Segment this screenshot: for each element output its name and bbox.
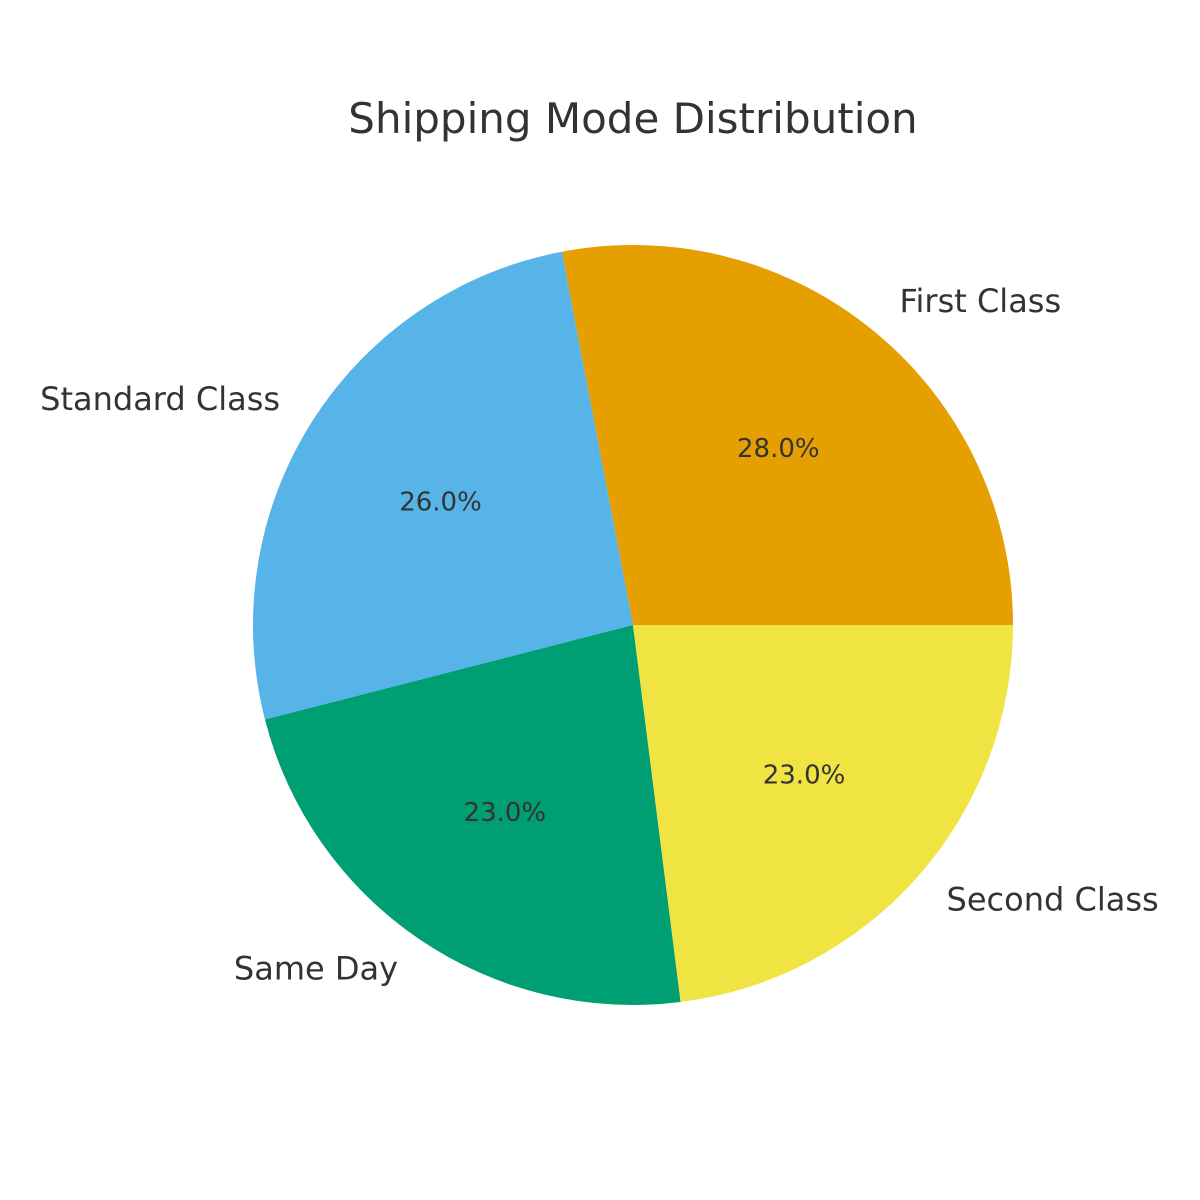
slice-label: Standard Class <box>40 380 280 418</box>
slice-label: First Class <box>899 282 1061 320</box>
slice-percent-label: 23.0% <box>763 760 846 790</box>
pie-slice-second-class <box>633 625 1013 1002</box>
pie-slices <box>253 245 1013 1005</box>
slice-label: Same Day <box>234 950 398 988</box>
chart-title: Shipping Mode Distribution <box>348 94 917 143</box>
slice-percent-label: 26.0% <box>399 487 482 517</box>
slice-percent-label: 28.0% <box>737 434 820 464</box>
slice-percent-label: 23.0% <box>464 798 547 828</box>
slice-label: Second Class <box>947 880 1159 918</box>
